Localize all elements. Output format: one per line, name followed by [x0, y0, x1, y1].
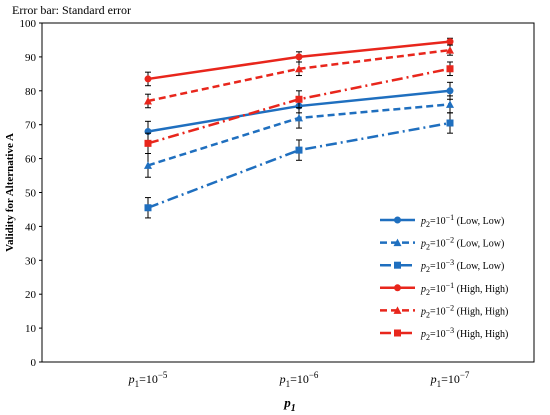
y-tick-label: 70	[25, 120, 37, 132]
legend-marker	[394, 261, 401, 269]
y-tick-label: 40	[25, 221, 37, 233]
data-point	[446, 119, 454, 127]
data-point	[446, 65, 454, 73]
legend-marker	[393, 306, 402, 314]
data-point	[295, 146, 303, 154]
data-point	[295, 95, 303, 103]
y-tick-label: 90	[25, 52, 37, 64]
data-point	[446, 100, 454, 108]
legend-item-3: p2=10−3 (Low, Low)	[380, 258, 504, 274]
data-point	[446, 38, 454, 46]
legend-label: p2=10−2 (Low, Low)	[420, 236, 504, 252]
series-5	[144, 44, 454, 109]
data-point	[295, 113, 303, 122]
x-tick-label: p1=10−6	[279, 370, 319, 389]
data-point	[144, 204, 152, 212]
y-tick-label: 50	[25, 188, 37, 200]
data-point	[144, 161, 152, 169]
data-point	[295, 53, 303, 61]
series-2	[144, 95, 454, 178]
data-point	[446, 87, 454, 95]
legend-marker	[394, 284, 401, 292]
legend-item-4: p2=10−1 (High, High)	[380, 281, 508, 297]
legend-item-6: p2=10−3 (High, High)	[380, 326, 508, 342]
legend-label: p2=10−3 (Low, Low)	[420, 258, 504, 274]
y-tick-label: 10	[25, 323, 37, 335]
data-point	[144, 75, 152, 83]
x-tick-label: p1=10−5	[128, 370, 168, 389]
y-tick-label: 60	[25, 154, 37, 166]
x-axis-label: p1	[283, 395, 296, 414]
data-point	[144, 96, 152, 105]
y-tick-label: 30	[25, 255, 37, 267]
y-tick-label: 100	[20, 18, 37, 30]
legend-label: p2=10−1 (High, High)	[420, 281, 508, 297]
legend-marker	[393, 238, 402, 247]
legend-label: p2=10−1 (Low, Low)	[420, 213, 504, 229]
legend-label: p2=10−3 (High, High)	[420, 326, 508, 342]
series-line	[147, 121, 451, 209]
y-tick-label: 20	[25, 289, 37, 301]
error-bar-note: Error bar: Standard error	[12, 3, 131, 17]
legend-marker	[394, 216, 401, 224]
data-point	[295, 64, 303, 73]
data-point	[446, 46, 454, 54]
legend-item-5: p2=10−2 (High, High)	[380, 303, 508, 319]
legend-label: p2=10−2 (High, High)	[420, 303, 508, 319]
data-point	[144, 139, 152, 147]
y-tick-label: 80	[25, 86, 37, 98]
series-4	[144, 37, 454, 87]
legend-item-2: p2=10−2 (Low, Low)	[380, 236, 504, 252]
legend-item-1: p2=10−1 (Low, Low)	[380, 213, 504, 229]
series-6	[144, 61, 454, 155]
x-tick-label: p1=10−7	[430, 370, 470, 389]
legend-marker	[394, 329, 401, 337]
y-axis-label: Validity for Alternative A	[4, 133, 16, 252]
series-3	[144, 112, 454, 219]
y-tick-label: 0	[31, 357, 37, 369]
